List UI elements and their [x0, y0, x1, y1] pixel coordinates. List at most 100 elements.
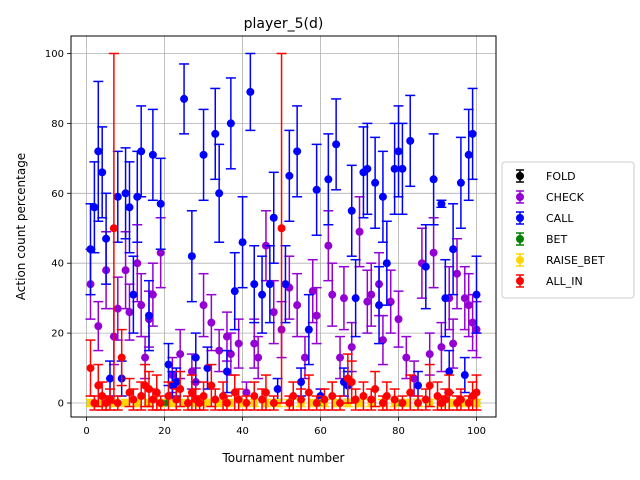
data-point — [187, 252, 196, 261]
y-tick-label: 0 — [58, 399, 64, 410]
data-point — [425, 350, 434, 359]
y-tick-label: 60 — [51, 189, 64, 200]
data-point — [456, 395, 465, 404]
data-point — [398, 399, 407, 408]
data-point — [406, 388, 415, 397]
legend-entry: RAISE_BET — [516, 253, 605, 267]
legend-marker-icon — [516, 256, 524, 264]
data-point — [121, 189, 130, 198]
data-point — [113, 304, 122, 313]
data-point — [211, 395, 220, 404]
plot-frame — [70, 35, 497, 418]
data-point — [398, 164, 407, 173]
data-point — [371, 385, 380, 394]
data-point — [382, 259, 391, 268]
data-point — [98, 168, 107, 177]
data-point — [222, 399, 231, 408]
data-point — [172, 395, 181, 404]
data-point — [394, 147, 403, 156]
x-tick-label: 100 — [467, 426, 486, 437]
data-point — [312, 399, 321, 408]
legend-entry: CALL — [516, 211, 574, 225]
data-point — [148, 395, 157, 404]
data-point — [468, 129, 477, 138]
data-point — [460, 371, 469, 380]
data-point — [355, 227, 364, 236]
data-point — [215, 189, 224, 198]
y-axis-label: Action count percentage — [14, 153, 28, 300]
data-point — [312, 185, 321, 194]
data-point — [363, 164, 372, 173]
data-point — [141, 353, 150, 362]
data-point — [351, 294, 360, 303]
data-point — [285, 171, 294, 180]
x-tick-label: 60 — [314, 426, 327, 437]
data-point — [297, 395, 306, 404]
ticks: 0 20 40 60 80 100 0 20 40 60 80 100 — [45, 49, 486, 437]
data-point — [176, 350, 185, 359]
data-point — [199, 392, 208, 401]
data-point — [187, 388, 196, 397]
legend-marker-icon — [516, 277, 524, 285]
legend-marker-icon — [516, 193, 524, 201]
data-point — [328, 392, 337, 401]
data-point — [429, 175, 438, 184]
data-point — [285, 399, 294, 408]
data-point — [199, 150, 208, 159]
data-point — [129, 395, 138, 404]
data-point — [324, 241, 333, 250]
data-point — [378, 399, 387, 408]
data-point — [258, 395, 267, 404]
data-point — [156, 248, 165, 257]
data-point — [273, 385, 282, 394]
data-point — [234, 395, 243, 404]
data-point — [121, 266, 130, 275]
data-point — [464, 150, 473, 159]
data-point — [289, 392, 298, 401]
data-point — [472, 388, 481, 397]
data-point — [363, 297, 372, 306]
data-point — [382, 392, 391, 401]
data-point — [207, 318, 216, 327]
data-point — [378, 336, 387, 345]
series-call — [85, 52, 482, 404]
data-point — [464, 301, 473, 310]
data-point — [254, 353, 263, 362]
data-point — [410, 374, 419, 383]
data-point — [94, 322, 103, 331]
data-point — [152, 388, 161, 397]
data-point — [125, 203, 134, 212]
x-tick-label: 20 — [158, 426, 171, 437]
legend-marker-icon — [516, 172, 524, 180]
data-point — [144, 311, 153, 320]
data-point — [421, 395, 430, 404]
legend-marker-icon — [516, 235, 524, 243]
data-point — [402, 353, 411, 362]
data-point — [250, 339, 259, 348]
data-point — [449, 339, 458, 348]
data-point — [226, 119, 235, 128]
data-point — [437, 199, 446, 208]
data-point — [445, 367, 454, 376]
data-point — [94, 381, 103, 390]
data-point — [456, 178, 465, 187]
data-point — [324, 175, 333, 184]
legend-entry: BET — [516, 232, 567, 246]
data-point — [102, 234, 111, 243]
data-point — [125, 388, 134, 397]
data-point — [195, 399, 204, 408]
data-point — [390, 395, 399, 404]
data-point — [117, 353, 126, 362]
y-tick-label: 80 — [51, 119, 64, 130]
data-point — [472, 290, 481, 299]
data-point — [156, 399, 165, 408]
data-point — [199, 301, 208, 310]
data-point — [414, 399, 423, 408]
data-point — [297, 378, 306, 387]
data-point — [293, 147, 302, 156]
legend-label: CHECK — [546, 191, 585, 204]
data-point — [437, 343, 446, 352]
data-layer — [85, 52, 482, 411]
data-point — [234, 339, 243, 348]
data-point — [211, 129, 220, 138]
